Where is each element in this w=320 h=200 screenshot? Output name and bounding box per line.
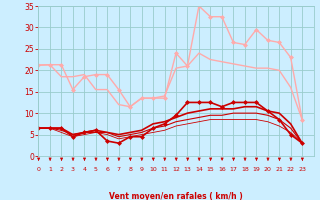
X-axis label: Vent moyen/en rafales ( km/h ): Vent moyen/en rafales ( km/h ) bbox=[109, 192, 243, 200]
